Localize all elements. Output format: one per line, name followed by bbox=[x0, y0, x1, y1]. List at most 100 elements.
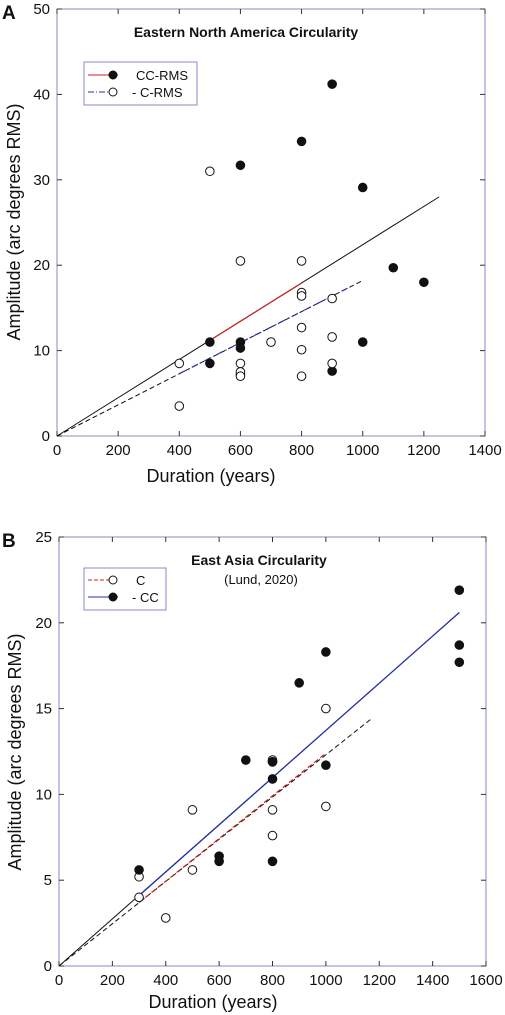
a-point-cc-rms bbox=[357, 337, 368, 347]
panel-b-legend-label-cc: - CC bbox=[132, 590, 159, 605]
b-x-tick-label: 400 bbox=[153, 972, 178, 989]
b-point-cc bbox=[241, 755, 251, 765]
a-point-cc-rms bbox=[235, 343, 246, 353]
b-x-tick-label: 1600 bbox=[469, 972, 502, 989]
panel-a-legend-marker-cc bbox=[108, 70, 118, 80]
panel-b-letter: B bbox=[2, 531, 16, 552]
panel-a-y-axis-label: Amplitude (arc degrees RMS) bbox=[4, 103, 24, 340]
a-point-cc-rms bbox=[419, 277, 429, 288]
panel-b-legend-label-c: C bbox=[136, 573, 145, 588]
panel-a-title: Eastern North America Circularity bbox=[134, 24, 359, 40]
b-x-tick-label: 800 bbox=[260, 972, 285, 989]
a-point-cc-rms bbox=[388, 262, 399, 273]
a-point-c-rms bbox=[327, 293, 337, 304]
panel-a-legend-marker-c bbox=[108, 87, 118, 97]
a-point-c-rms bbox=[174, 358, 185, 369]
panel-a-legend-box bbox=[83, 61, 198, 106]
panel-a-data-points bbox=[174, 79, 429, 411]
b-point-cc bbox=[321, 647, 331, 657]
a-point-c-rms bbox=[205, 166, 215, 177]
b-y-tick-label: 25 bbox=[35, 529, 52, 546]
a-y-tick-label: 40 bbox=[33, 86, 50, 103]
panel-b-legend-marker-cc bbox=[108, 592, 118, 602]
a-point-c-rms bbox=[235, 256, 246, 266]
a-point-c-rms bbox=[296, 371, 307, 382]
a-x-tick-label: 600 bbox=[228, 442, 253, 459]
a-point-c-rms bbox=[327, 332, 337, 342]
panel-b-y-axis-label: Amplitude (arc degrees RMS) bbox=[5, 633, 25, 870]
a-x-tick-label: 1000 bbox=[346, 442, 379, 459]
a-point-c-rms bbox=[296, 291, 307, 301]
panel-a-x-axis-label: Duration (years) bbox=[146, 466, 275, 486]
b-fit-overlay-cc bbox=[138, 612, 460, 897]
b-y-tick-label: 5 bbox=[44, 872, 52, 889]
panel-b-title: East Asia Circularity bbox=[191, 552, 327, 568]
b-x-tick-label: 0 bbox=[55, 972, 63, 989]
panel-a-fit-lines bbox=[56, 196, 440, 437]
b-fit-line-c bbox=[58, 718, 372, 967]
b-point-cc bbox=[214, 856, 224, 867]
a-fit-overlay-cc-rms bbox=[209, 282, 302, 341]
b-point-cc bbox=[267, 756, 278, 767]
a-x-tick-label: 1200 bbox=[407, 442, 440, 459]
panel-a-letter: A bbox=[2, 3, 16, 24]
a-point-c-rms bbox=[174, 401, 185, 411]
b-point-cc bbox=[134, 865, 144, 875]
b-x-tick-label: 200 bbox=[100, 972, 125, 989]
a-point-c-rms bbox=[296, 322, 307, 333]
a-point-c-rms bbox=[266, 337, 276, 347]
a-y-tick-label: 50 bbox=[33, 1, 50, 18]
panel-b-x-axis: 0 200 400 600 800 1000 1200 1400 1600 bbox=[55, 537, 503, 989]
a-point-c-rms bbox=[296, 344, 307, 355]
panel-a-legend: CC-RMS - C-RMS bbox=[83, 61, 198, 106]
panel-b-chart: B East Asia Circularity (Lund, 2020) 0 20… bbox=[2, 529, 503, 1012]
b-x-tick-label: 600 bbox=[207, 972, 232, 989]
b-y-tick-label: 0 bbox=[44, 958, 52, 975]
b-point-cc bbox=[321, 760, 331, 771]
b-point-cc bbox=[454, 657, 465, 668]
b-point-c bbox=[321, 801, 331, 812]
b-fit-overlay-c bbox=[138, 752, 327, 903]
b-point-cc bbox=[454, 640, 465, 650]
a-point-cc-rms bbox=[205, 358, 215, 369]
a-fit-overlay-c-rms bbox=[179, 287, 348, 375]
a-y-tick-label: 0 bbox=[42, 428, 50, 445]
panel-b-fit-lines bbox=[58, 612, 460, 967]
a-point-cc-rms bbox=[205, 337, 215, 347]
a-y-tick-label: 30 bbox=[33, 172, 50, 189]
a-x-tick-label: 0 bbox=[53, 442, 61, 459]
b-point-c bbox=[267, 830, 278, 841]
a-x-tick-label: 400 bbox=[167, 442, 192, 459]
panel-b-x-axis-label: Duration (years) bbox=[148, 992, 277, 1012]
b-y-tick-label: 20 bbox=[35, 615, 52, 632]
b-point-cc bbox=[267, 774, 278, 784]
panel-b-data-points bbox=[134, 585, 465, 923]
panel-a-x-axis: 0 200 400 600 800 1000 1200 1400 bbox=[53, 9, 502, 459]
panel-b-legend-box bbox=[83, 567, 167, 611]
b-point-c bbox=[187, 865, 198, 875]
b-x-tick-label: 1400 bbox=[416, 972, 449, 989]
panel-b-legend: C - CC bbox=[83, 567, 167, 611]
a-point-cc-rms bbox=[235, 160, 246, 171]
a-point-cc-rms bbox=[296, 136, 307, 147]
b-point-c bbox=[321, 703, 331, 714]
a-point-c-rms bbox=[327, 358, 337, 369]
a-y-tick-label: 20 bbox=[33, 257, 50, 274]
a-x-tick-label: 200 bbox=[106, 442, 131, 459]
a-y-tick-label: 10 bbox=[33, 343, 50, 360]
b-point-c bbox=[134, 892, 144, 903]
panel-b-subtitle: (Lund, 2020) bbox=[224, 572, 298, 587]
panel-a-legend-label-cc: CC-RMS bbox=[136, 68, 188, 83]
a-point-cc-rms bbox=[327, 79, 337, 89]
a-point-cc-rms bbox=[357, 182, 368, 193]
a-x-tick-label: 1400 bbox=[468, 442, 501, 459]
b-point-cc bbox=[267, 856, 278, 867]
a-point-c-rms bbox=[235, 358, 246, 369]
b-point-c bbox=[267, 805, 278, 815]
a-x-tick-label: 800 bbox=[289, 442, 314, 459]
panel-a-chart: A Eastern North America Circularity 0 200… bbox=[2, 1, 502, 486]
panel-a-y-axis: 0 10 20 30 40 50 bbox=[33, 1, 485, 445]
b-x-tick-label: 1200 bbox=[363, 972, 396, 989]
b-x-tick-label: 1000 bbox=[309, 972, 342, 989]
